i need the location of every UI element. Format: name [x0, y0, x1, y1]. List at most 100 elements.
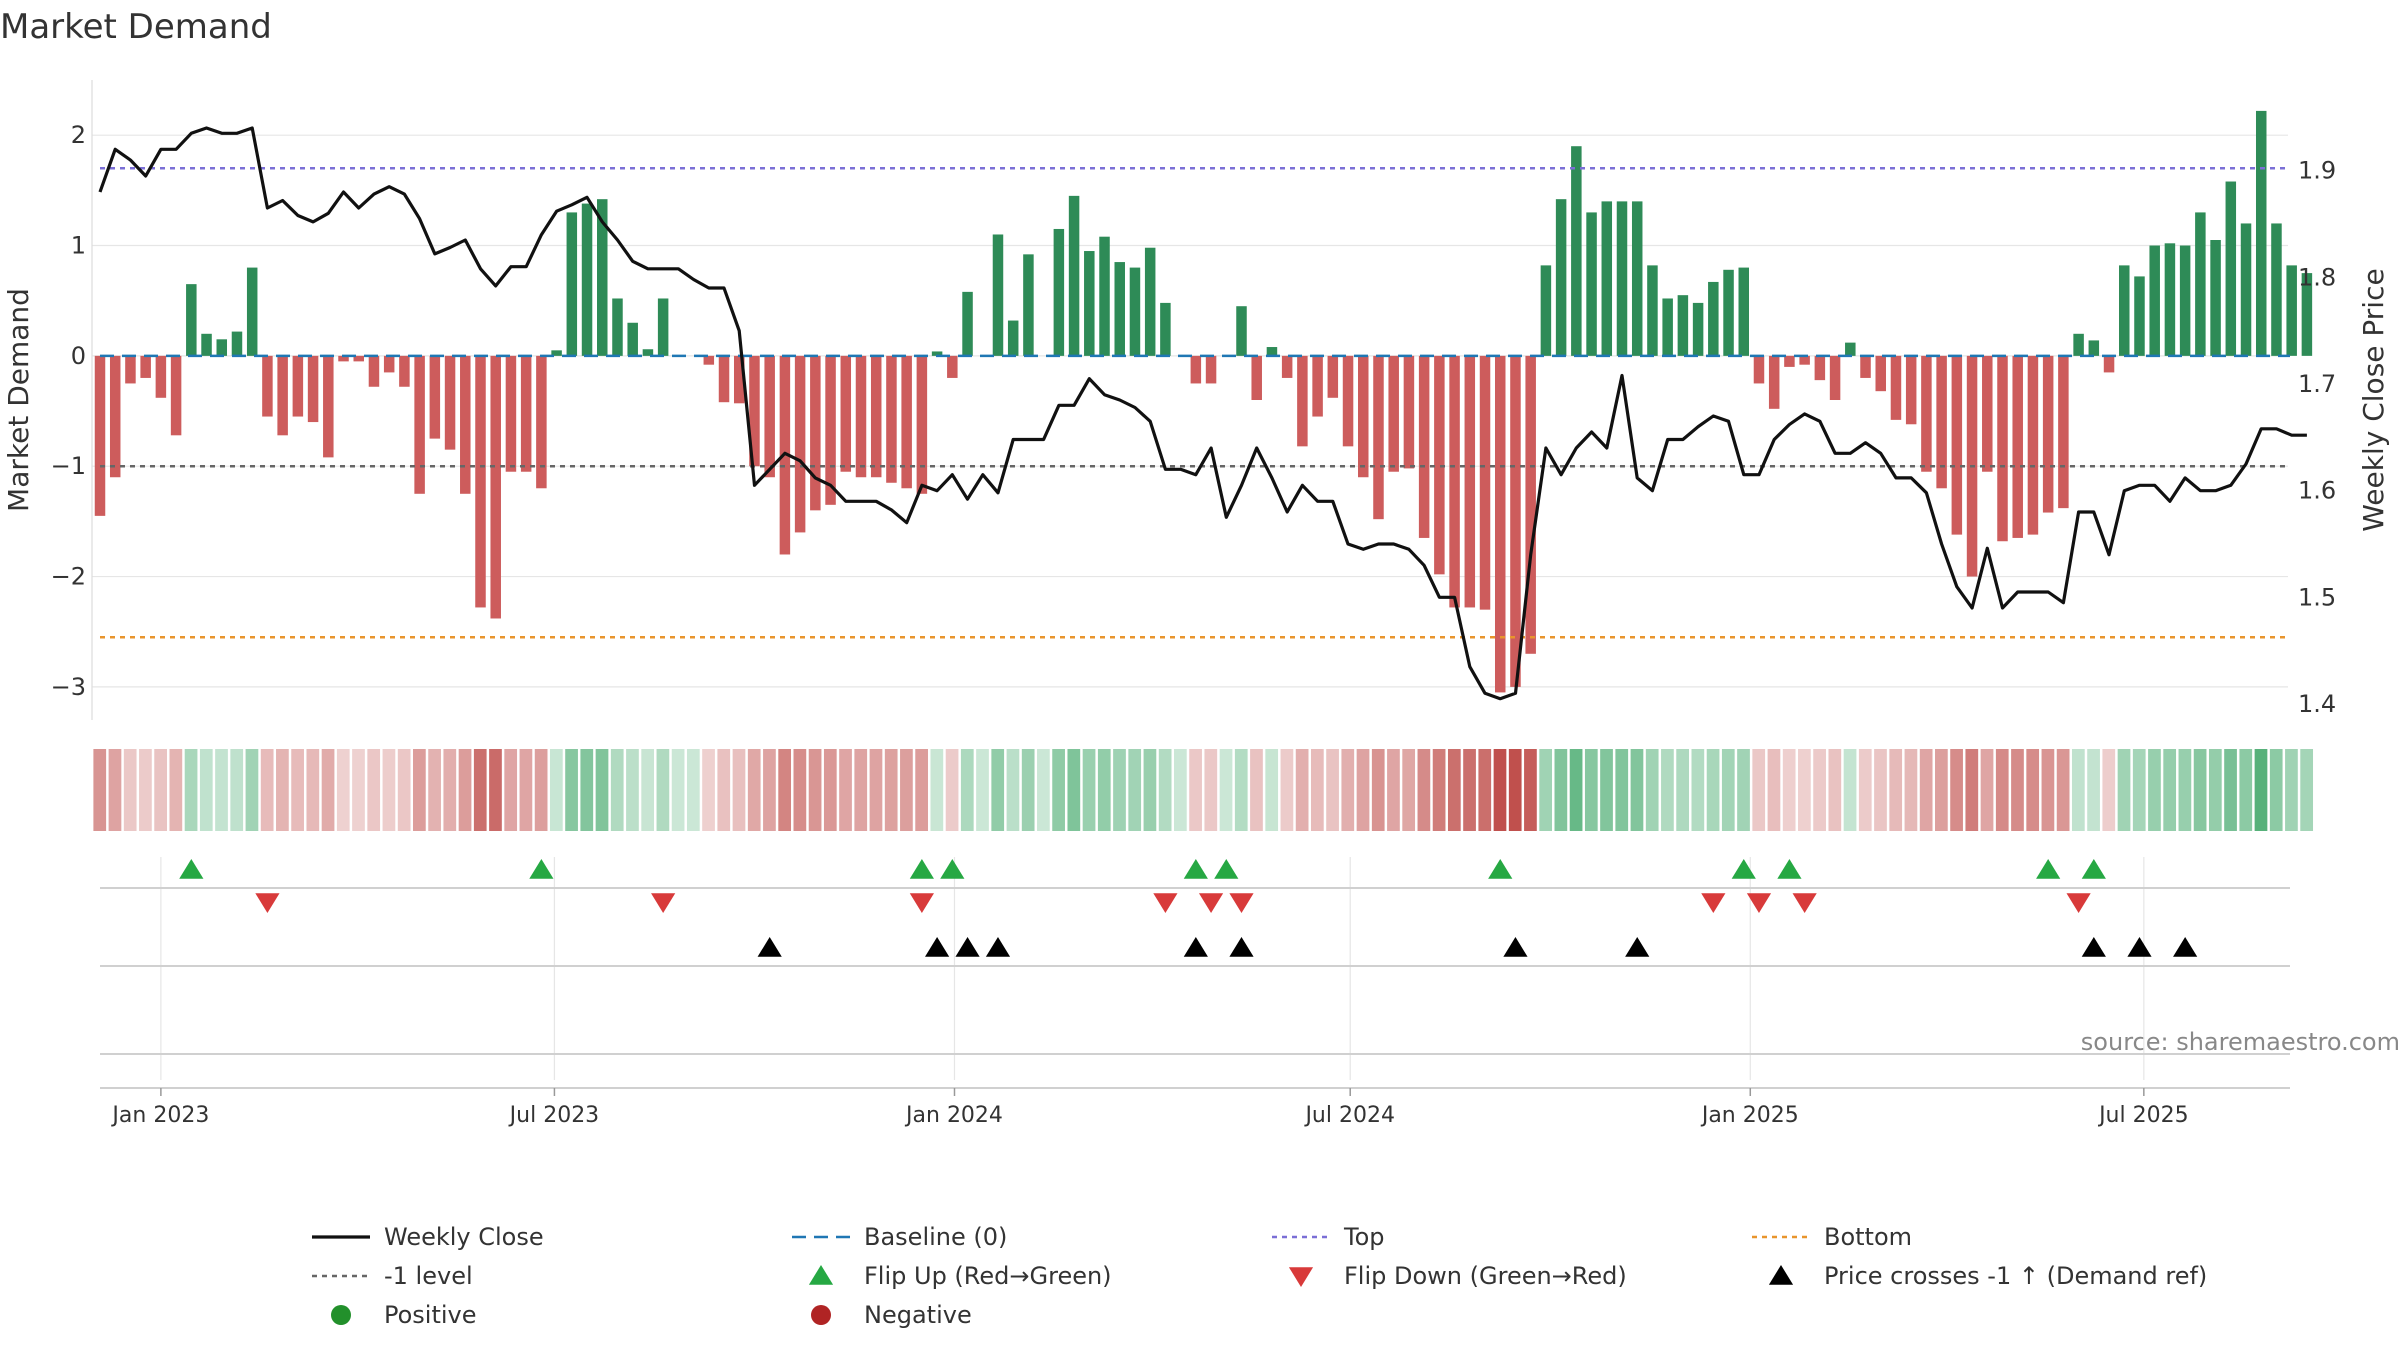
demand-bar	[627, 322, 638, 356]
y-tick-left: 2	[71, 121, 86, 149]
heat-cell	[413, 749, 426, 831]
heat-cell	[123, 749, 137, 831]
demand-bar	[2286, 265, 2297, 356]
heat-cell	[260, 749, 274, 831]
price-cross-marker	[985, 937, 1011, 957]
demand-bar	[475, 355, 486, 608]
heat-cell	[702, 749, 715, 831]
heat-cell	[1828, 749, 1842, 831]
demand-bar	[2103, 355, 2115, 373]
heat-cell	[1310, 749, 1324, 831]
legend-item-top: Top	[1272, 1223, 1385, 1251]
demand-bar	[825, 355, 836, 505]
legend-label: Flip Up (Red→Green)	[864, 1262, 1112, 1290]
flip-down-marker	[1229, 893, 1254, 913]
heat-cell	[1463, 749, 1476, 831]
demand-heat-strip	[93, 749, 2314, 831]
heat-cell	[397, 749, 411, 831]
heat-cell	[1676, 749, 1689, 831]
heat-cell	[199, 749, 213, 831]
y-tick-left: 1	[71, 232, 86, 260]
flip-down-marker	[1746, 893, 1772, 913]
heat-cell	[778, 749, 792, 831]
y-tick-right: 1.5	[2298, 583, 2336, 611]
heat-cell	[1143, 749, 1157, 831]
y-tick-right: 1.6	[2298, 477, 2336, 505]
demand-bar	[597, 199, 608, 356]
demand-bar	[1753, 355, 1765, 384]
demand-bar	[1342, 355, 1354, 447]
demand-bar	[810, 355, 821, 511]
heat-cell	[1447, 749, 1461, 831]
legend-label: Top	[1343, 1223, 1385, 1251]
demand-bar	[140, 355, 151, 378]
y-tick-right: 1.4	[2298, 690, 2336, 718]
demand-bar	[1464, 355, 1476, 608]
heat-cell	[1752, 749, 1766, 831]
y-tick-left: 0	[71, 342, 86, 370]
demand-bar	[2073, 333, 2084, 356]
heat-cell	[1904, 749, 1918, 831]
demand-bar	[1388, 355, 1399, 472]
legend-label: -1 level	[384, 1262, 473, 1290]
demand-bar	[1829, 355, 1841, 400]
demand-bar	[490, 355, 501, 619]
heat-cell	[747, 749, 761, 831]
x-tick-label: Jan 2023	[110, 1103, 209, 1128]
heat-cell	[321, 749, 335, 831]
demand-bar	[246, 267, 258, 356]
heat-cell	[2102, 749, 2116, 831]
legend-item-minus-one: -1 level	[312, 1262, 473, 1290]
demand-bar	[414, 355, 425, 494]
heat-cell	[184, 749, 198, 831]
legend-label: Baseline (0)	[864, 1223, 1007, 1251]
demand-bar	[1297, 355, 1308, 447]
y-tick-right: 1.7	[2298, 370, 2336, 398]
demand-bar	[520, 355, 532, 472]
x-tick-label: Jan 2024	[904, 1103, 1003, 1128]
heat-cell	[854, 749, 868, 831]
heat-cell	[732, 749, 746, 831]
heat-cell	[1691, 749, 1705, 831]
demand-bar	[1616, 201, 1628, 356]
heat-cell	[900, 749, 913, 831]
heat-cell	[1843, 749, 1857, 831]
heat-cell	[1387, 749, 1400, 831]
heat-cell	[169, 749, 183, 831]
demand-bar	[1479, 355, 1491, 610]
demand-bar	[551, 350, 562, 356]
legend-label: Bottom	[1824, 1223, 1912, 1251]
heat-cell	[808, 749, 822, 831]
flip-up-marker	[940, 859, 965, 879]
heat-cell	[2163, 749, 2177, 831]
heat-cell	[1661, 749, 1674, 831]
flip-up-marker	[529, 859, 554, 879]
demand-bar	[1997, 355, 2008, 542]
heat-cell	[93, 749, 107, 831]
heat-cell	[2026, 749, 2040, 831]
legend-item-price-cross: Price crosses -1 ↑ (Demand ref)	[1768, 1262, 2207, 1290]
heat-cell	[915, 749, 928, 831]
heat-cell	[1128, 749, 1142, 831]
heat-cell	[2193, 749, 2207, 831]
heat-cell	[1798, 749, 1811, 831]
demand-bar	[1982, 355, 1993, 472]
flip-up-marker	[1731, 859, 1756, 879]
price-cross-marker	[955, 937, 980, 957]
heat-cell	[1737, 749, 1750, 831]
demand-bar	[1373, 355, 1384, 520]
heat-cell	[960, 749, 974, 831]
demand-bar	[1023, 254, 1034, 356]
price-line-layer	[98, 126, 2307, 701]
heat-cell	[1539, 749, 1553, 831]
legend-swatch	[331, 1305, 351, 1325]
demand-bar	[1860, 355, 1871, 378]
demand-bar	[1099, 236, 1110, 356]
weekly-close-line	[98, 126, 2307, 701]
price-cross-marker	[925, 937, 950, 957]
demand-bar	[1418, 355, 1430, 538]
demand-bar	[277, 355, 288, 436]
heat-cell	[2300, 749, 2314, 831]
heat-cell	[1569, 749, 1583, 831]
